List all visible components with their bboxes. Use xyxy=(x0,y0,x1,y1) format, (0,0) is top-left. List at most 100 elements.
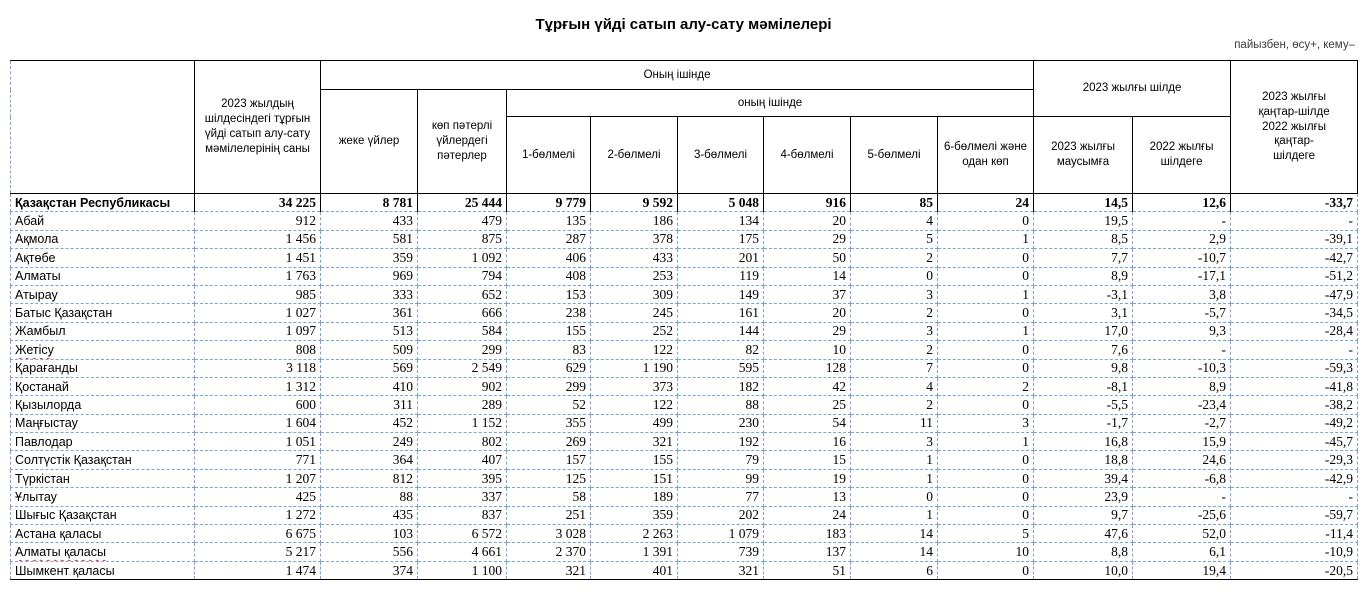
value-cell: -33,7 xyxy=(1230,192,1359,213)
value-cell: 2 263 xyxy=(590,524,678,544)
value-cell: 1 xyxy=(850,450,938,470)
value-cell: 3 xyxy=(936,413,1035,434)
value-cell: 287 xyxy=(506,229,591,250)
value-cell: 2 xyxy=(850,303,938,323)
value-cell: 513 xyxy=(320,321,418,342)
value-cell: 299 xyxy=(417,340,507,360)
value-cell: 25 xyxy=(763,395,851,415)
value-cell: 24 xyxy=(763,505,851,526)
value-cell: - xyxy=(1132,487,1232,507)
value-cell: 556 xyxy=(320,542,418,562)
region-name-cell: Солтүстік Қазақстан xyxy=(10,450,195,470)
value-cell: 355 xyxy=(506,413,591,434)
value-cell: 435 xyxy=(320,505,418,526)
value-cell: 410 xyxy=(320,376,418,397)
table-body: Қазақстан Республикасы 34 225 8 781 25 444 9… xyxy=(10,192,1359,581)
value-cell: 251 xyxy=(506,505,591,526)
value-cell: 119 xyxy=(677,266,764,286)
region-name-cell: Шымкент қаласы xyxy=(10,560,195,581)
col-subgroup-of-which: оның ішінде xyxy=(505,89,1035,117)
col-header-apartments: көп пәтерлі үйлердегі пәтерлер xyxy=(417,89,507,194)
value-cell: 401 xyxy=(590,560,678,581)
value-cell: -20,5 xyxy=(1230,560,1359,581)
col-header-individual-houses: жеке үйлер xyxy=(320,89,418,194)
value-cell: 9,7 xyxy=(1033,505,1134,526)
col-header-2-room: 2-бөлмелі xyxy=(590,116,678,194)
table-row: Ақмола 1 456 581 875 287 378 175 29 5 1 8,5 2,9 -39,… xyxy=(10,229,1359,250)
value-cell: 12,6 xyxy=(1132,192,1232,213)
value-cell: 1 xyxy=(850,468,938,489)
value-cell: - xyxy=(1230,487,1359,507)
value-cell: 24 xyxy=(936,192,1035,213)
value-cell: 253 xyxy=(590,266,678,286)
value-cell: 144 xyxy=(677,321,764,342)
region-name-cell: Астана қаласы xyxy=(10,524,195,544)
value-cell: 252 xyxy=(590,321,678,342)
region-name-cell: Шығыс Қазақстан xyxy=(10,505,195,526)
value-cell: -41,8 xyxy=(1230,376,1359,397)
col-header-to-july-2022: 2022 жылғы шілдеге xyxy=(1132,116,1232,194)
value-cell: 652 xyxy=(417,284,507,305)
value-cell: 433 xyxy=(320,211,418,231)
table-row: Абай 912 433 479 135 186 134 20 4 0 19,5- - xyxy=(10,211,1359,231)
value-cell: 52,0 xyxy=(1132,524,1232,544)
value-cell: 0 xyxy=(936,303,1035,323)
value-cell: -59,3 xyxy=(1230,358,1359,378)
table-row: Солтүстік Қазақстан 771 364 407 157 155 79 15 1 0… xyxy=(10,450,1359,470)
value-cell: 3,1 xyxy=(1033,303,1134,323)
value-cell: 14 xyxy=(763,266,851,286)
value-cell: -5,7 xyxy=(1132,303,1232,323)
value-cell: 238 xyxy=(506,303,591,323)
value-cell: 0 xyxy=(850,266,938,286)
value-cell: 14,5 xyxy=(1033,192,1134,213)
table-row: Жетісу 808 509 299 83 122 82 10 2 0 7,6- - xyxy=(10,340,1359,360)
value-cell: 134 xyxy=(677,211,764,231)
value-cell: 1 xyxy=(936,284,1035,305)
value-cell: 1 xyxy=(936,229,1035,250)
value-cell: 407 xyxy=(417,450,507,470)
value-cell: 0 xyxy=(936,395,1035,415)
value-cell: 7,6 xyxy=(1033,340,1134,360)
value-cell: 37 xyxy=(763,284,851,305)
table-row: Қазақстан Республикасы 34 225 8 781 25 444 9… xyxy=(10,192,1359,213)
value-cell: 359 xyxy=(320,248,418,268)
value-cell: 1 190 xyxy=(590,358,678,378)
value-cell: -39,1 xyxy=(1230,229,1359,250)
value-cell: 192 xyxy=(677,432,764,452)
value-cell: 29 xyxy=(763,321,851,342)
value-cell: 16 xyxy=(763,432,851,452)
value-cell: 135 xyxy=(506,211,591,231)
value-cell: 202 xyxy=(677,505,764,526)
value-cell: 8,9 xyxy=(1033,266,1134,286)
value-cell: 29 xyxy=(763,229,851,250)
value-cell: 337 xyxy=(417,487,507,507)
value-cell: 0 xyxy=(936,560,1035,581)
value-cell: 6,1 xyxy=(1132,542,1232,562)
value-cell: -10,3 xyxy=(1132,358,1232,378)
value-cell: 289 xyxy=(417,395,507,415)
value-cell: 0 xyxy=(936,266,1035,286)
region-name-cell: Ұлытау xyxy=(10,487,195,507)
value-cell: - xyxy=(1230,211,1359,231)
value-cell: 309 xyxy=(590,284,678,305)
value-cell: 155 xyxy=(590,450,678,470)
value-cell: 161 xyxy=(677,303,764,323)
value-cell: 1 763 xyxy=(194,266,321,286)
value-cell: 50 xyxy=(763,248,851,268)
value-cell: 321 xyxy=(590,432,678,452)
value-cell: 794 xyxy=(417,266,507,286)
value-cell: -49,2 xyxy=(1230,413,1359,434)
value-cell: 1 272 xyxy=(194,505,321,526)
value-cell: 408 xyxy=(506,266,591,286)
value-cell: 1 207 xyxy=(194,468,321,489)
value-cell: 0 xyxy=(936,487,1035,507)
value-cell: 9,8 xyxy=(1033,358,1134,378)
value-cell: 5 xyxy=(850,229,938,250)
value-cell: 128 xyxy=(763,358,851,378)
value-cell: 1 451 xyxy=(194,248,321,268)
col-group-july-2023: 2023 жылғы шілде xyxy=(1033,60,1232,117)
value-cell: -10,9 xyxy=(1230,542,1359,562)
value-cell: 2,9 xyxy=(1132,229,1232,250)
value-cell: 1 391 xyxy=(590,542,678,562)
